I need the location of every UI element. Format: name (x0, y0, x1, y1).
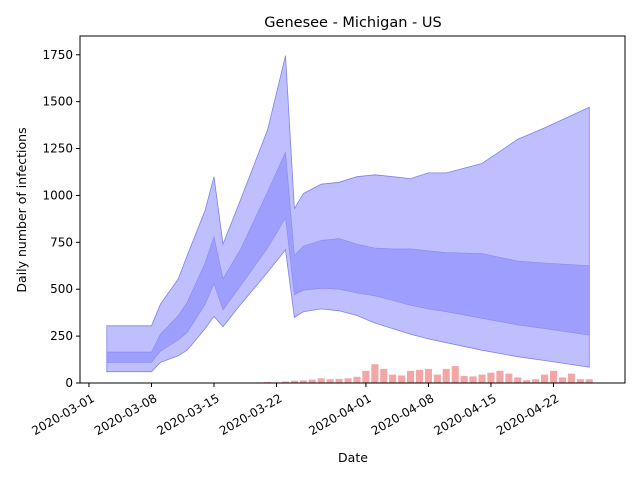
x-tick-label: 2020-03-22 (217, 391, 284, 438)
x-tick-label: 2020-04-15 (431, 391, 498, 438)
observed-bar (585, 379, 593, 383)
observed-bar (541, 374, 549, 383)
observed-bar (290, 380, 298, 383)
observed-bar (415, 369, 423, 383)
observed-bar (380, 368, 388, 383)
observed-bar (424, 368, 432, 383)
observed-bar (407, 370, 415, 383)
y-tick-label: 500 (50, 282, 73, 296)
y-tick-label: 1250 (42, 142, 73, 156)
observed-bar (567, 373, 575, 383)
observed-bar (362, 370, 370, 383)
x-tick-label: 2020-04-22 (494, 391, 561, 438)
observed-bar (514, 377, 522, 383)
observed-bar (478, 374, 486, 383)
prediction-bands (106, 55, 590, 373)
y-axis-ticks: 0 250 500 750 1000 1250 1500 1750 (42, 48, 80, 390)
x-tick-label: 2020-04-01 (306, 391, 373, 438)
observed-bar (558, 377, 566, 383)
y-axis-label: Daily number of infections (14, 127, 29, 292)
observed-bar (299, 380, 307, 383)
observed-bar (496, 370, 504, 383)
y-tick-label: 750 (50, 235, 73, 249)
observed-bar (317, 378, 325, 383)
x-tick-label: 2020-03-15 (155, 391, 222, 438)
y-tick-label: 1750 (42, 48, 73, 62)
observed-bars (246, 364, 593, 383)
y-tick-label: 250 (50, 329, 73, 343)
y-tick-label: 1000 (42, 188, 73, 202)
y-tick-label: 1500 (42, 95, 73, 109)
x-axis-label: Date (338, 450, 368, 465)
x-axis-ticks: 2020-03-012020-03-082020-03-152020-03-22… (29, 383, 561, 438)
observed-bar (469, 376, 477, 383)
observed-bar (281, 381, 289, 383)
observed-bar (451, 366, 459, 383)
observed-bar (344, 378, 352, 383)
observed-bar (532, 379, 540, 383)
x-tick-label: 2020-03-01 (29, 391, 96, 438)
plot-frame (79, 35, 626, 384)
observed-bar (487, 372, 495, 383)
observed-bar (335, 378, 343, 383)
observed-bar (371, 364, 379, 383)
y-tick-label: 0 (65, 376, 73, 390)
chart-title: Genesee - Michigan - US (264, 15, 441, 31)
observed-bar (326, 379, 334, 383)
x-tick-label: 2020-03-08 (92, 391, 159, 438)
observed-bar (353, 376, 361, 383)
axes (79, 35, 626, 384)
observed-bar (398, 375, 406, 383)
observed-bar (460, 375, 468, 383)
observed-bar (550, 370, 558, 383)
observed-bar (389, 374, 397, 383)
observed-bar (576, 379, 584, 383)
observed-bar (523, 380, 531, 383)
x-tick-label: 2020-04-08 (369, 391, 436, 438)
observed-bar (433, 374, 441, 383)
observed-bar (505, 373, 513, 383)
inner-band (106, 151, 590, 363)
observed-bar (442, 368, 450, 383)
observed-bar (308, 379, 316, 383)
